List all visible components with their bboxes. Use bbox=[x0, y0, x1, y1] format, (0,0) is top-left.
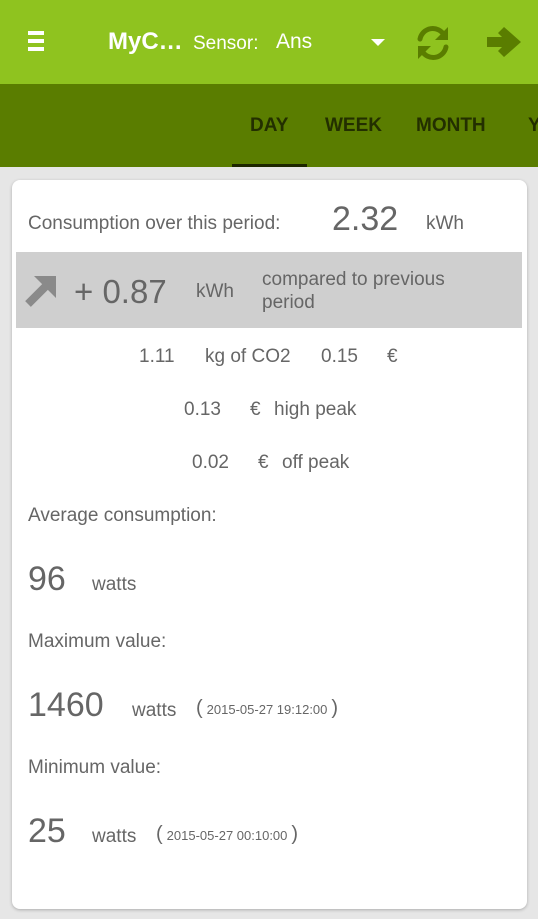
tab-year[interactable]: YEAR bbox=[528, 115, 538, 136]
high-peak-label: high peak bbox=[274, 399, 357, 420]
cost-currency: € bbox=[387, 346, 398, 367]
minimum-timestamp: 2015-05-27 00:10:00 bbox=[166, 828, 288, 843]
off-peak-value: 0.02 bbox=[192, 452, 229, 473]
maximum-timestamp-group: (2015-05-27 19:12:00) bbox=[196, 697, 339, 719]
comparison-value: + 0.87 bbox=[74, 273, 167, 310]
co2-unit: kg of CO2 bbox=[205, 346, 291, 367]
comparison-text: compared to previous period bbox=[262, 268, 445, 314]
consumption-value: 2.32 bbox=[332, 200, 399, 238]
consumption-card: Consumption over this period: 2.32 kWh +… bbox=[12, 180, 527, 909]
chevron-down-icon bbox=[371, 39, 385, 46]
minimum-value: 25 bbox=[28, 812, 66, 850]
minimum-label: Minimum value: bbox=[28, 757, 162, 778]
period-tab-bar: DAY WEEK MONTH YEAR bbox=[0, 84, 538, 167]
maximum-unit: watts bbox=[132, 700, 177, 721]
menu-icon[interactable] bbox=[28, 31, 46, 53]
app-title: MyC… bbox=[108, 28, 183, 55]
maximum-value: 1460 bbox=[28, 686, 104, 724]
tab-month[interactable]: MONTH bbox=[416, 115, 486, 136]
refresh-icon[interactable] bbox=[412, 22, 454, 64]
minimum-unit: watts bbox=[92, 826, 137, 847]
tab-week[interactable]: WEEK bbox=[325, 115, 382, 136]
average-unit: watts bbox=[92, 574, 137, 595]
average-value: 96 bbox=[28, 560, 66, 598]
comparison-band: + 0.87 kWh compared to previous period bbox=[16, 252, 522, 328]
sensor-label: Sensor: bbox=[193, 33, 259, 54]
arrow-right-icon[interactable] bbox=[484, 22, 524, 62]
high-peak-currency: € bbox=[250, 399, 261, 420]
comparison-text-line-2: period bbox=[262, 292, 315, 313]
comparison-unit: kWh bbox=[196, 281, 234, 302]
maximum-label: Maximum value: bbox=[28, 631, 167, 652]
app-bar: MyC… Sensor: Ans bbox=[0, 0, 538, 84]
comparison-text-line-1: compared to previous bbox=[262, 269, 445, 290]
maximum-timestamp: 2015-05-27 19:12:00 bbox=[206, 702, 328, 717]
minimum-timestamp-group: (2015-05-27 00:10:00) bbox=[156, 823, 299, 845]
high-peak-value: 0.13 bbox=[184, 399, 221, 420]
tab-day[interactable]: DAY bbox=[250, 115, 289, 136]
sensor-value: Ans bbox=[276, 30, 313, 53]
cost-value: 0.15 bbox=[321, 346, 358, 367]
consumption-label: Consumption over this period: bbox=[28, 213, 281, 234]
sensor-dropdown[interactable]: Ans bbox=[276, 30, 390, 56]
co2-value: 1.11 bbox=[139, 346, 175, 367]
average-label: Average consumption: bbox=[28, 505, 217, 526]
off-peak-label: off peak bbox=[282, 452, 350, 473]
active-tab-indicator bbox=[232, 164, 307, 167]
consumption-unit: kWh bbox=[426, 213, 464, 234]
off-peak-currency: € bbox=[258, 452, 269, 473]
trend-up-arrow-icon bbox=[25, 276, 56, 307]
